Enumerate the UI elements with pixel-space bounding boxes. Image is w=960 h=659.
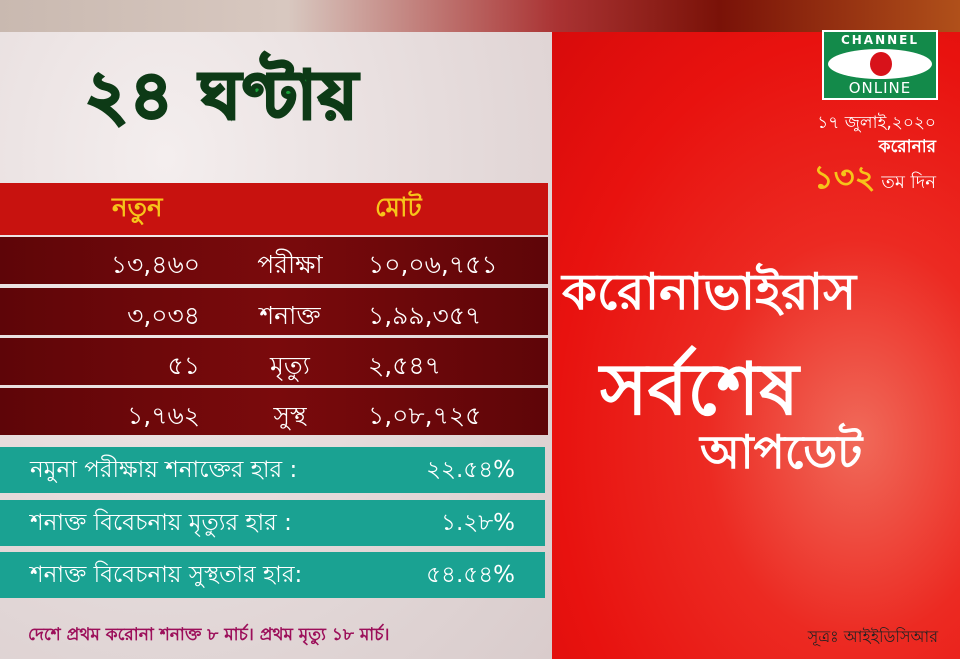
logo-bottom-text: ONLINE: [848, 79, 912, 97]
rate-label: নমুনা পরীক্ষায় শনাক্তের হার :: [30, 456, 298, 483]
channel-online-logo: CHANNEL ONLINE: [822, 30, 938, 100]
top-photo-band: [0, 0, 960, 32]
rate-value: ১.২৮%: [441, 509, 515, 536]
table-row: ১৩,৪৬০ পরীক্ষা ১০,০৬,৭৫১: [0, 237, 548, 284]
total-value: ১,৯৯,৩৫৭: [368, 301, 482, 330]
rate-row: নমুনা পরীক্ষায় শনাক্তের হার : ২২.৫৪%: [0, 447, 545, 493]
header-new: নতুন: [112, 193, 163, 223]
date: ১৭ জুলাই,২০২০: [817, 113, 936, 133]
headline-line2: সর্বশেষ: [600, 347, 799, 431]
row-label: মৃত্যু: [270, 351, 310, 380]
page-title: ২৪ ঘণ্টায়: [83, 56, 360, 136]
table-header: নতুন মোট: [0, 183, 548, 235]
new-value: ১৩,৪৬০: [110, 250, 200, 279]
day-count: ১৩২ তম দিন: [813, 152, 936, 206]
table-row: ৩,০৩৪ শনাক্ত ১,৯৯,৩৫৭: [0, 288, 548, 335]
source: সূত্রঃ আইইডিসিআর: [807, 627, 938, 646]
rate-label: শনাক্ত বিবেচনায় সুস্থতার হার:: [30, 561, 303, 588]
corona-label: করোনার: [878, 137, 936, 157]
headline-line3: আপডেট: [700, 425, 863, 479]
table-row: ৫১ মৃত্যু ২,৫৪৭: [0, 338, 548, 385]
day-suffix: তম দিন: [881, 172, 936, 193]
rate-row: শনাক্ত বিবেচনায় সুস্থতার হার: ৫৪.৫৪%: [0, 552, 545, 598]
table-row: ১,৭৬২ সুস্থ ১,০৮,৭২৫: [0, 388, 548, 435]
right-panel: [552, 32, 960, 659]
rate-row: শনাক্ত বিবেচনায় মৃত্যুর হার : ১.২৮%: [0, 500, 545, 546]
headline-line1: করোনাভাইরাস: [562, 263, 857, 321]
total-value: ১,০৮,৭২৫: [368, 401, 482, 430]
row-label: শনাক্ত: [259, 301, 321, 330]
total-value: ১০,০৬,৭৫১: [368, 250, 498, 279]
row-label: সুস্থ: [273, 401, 307, 430]
new-value: ১,৭৬২: [127, 401, 200, 430]
row-label: পরীক্ষা: [257, 250, 323, 279]
eye-icon: [828, 49, 932, 79]
logo-top-text: CHANNEL: [840, 33, 920, 47]
footer-note: দেশে প্রথম করোনা শনাক্ত ৮ মার্চ। প্রথম ম…: [28, 625, 390, 645]
day-number: ১৩২: [813, 158, 876, 196]
rate-value: ২২.৫৪%: [426, 456, 515, 483]
rate-value: ৫৪.৫৪%: [426, 561, 515, 588]
new-value: ৫১: [167, 351, 200, 380]
header-total: মোট: [375, 193, 422, 223]
new-value: ৩,০৩৪: [127, 301, 200, 330]
rate-label: শনাক্ত বিবেচনায় মৃত্যুর হার :: [30, 509, 292, 536]
total-value: ২,৫৪৭: [368, 351, 441, 380]
